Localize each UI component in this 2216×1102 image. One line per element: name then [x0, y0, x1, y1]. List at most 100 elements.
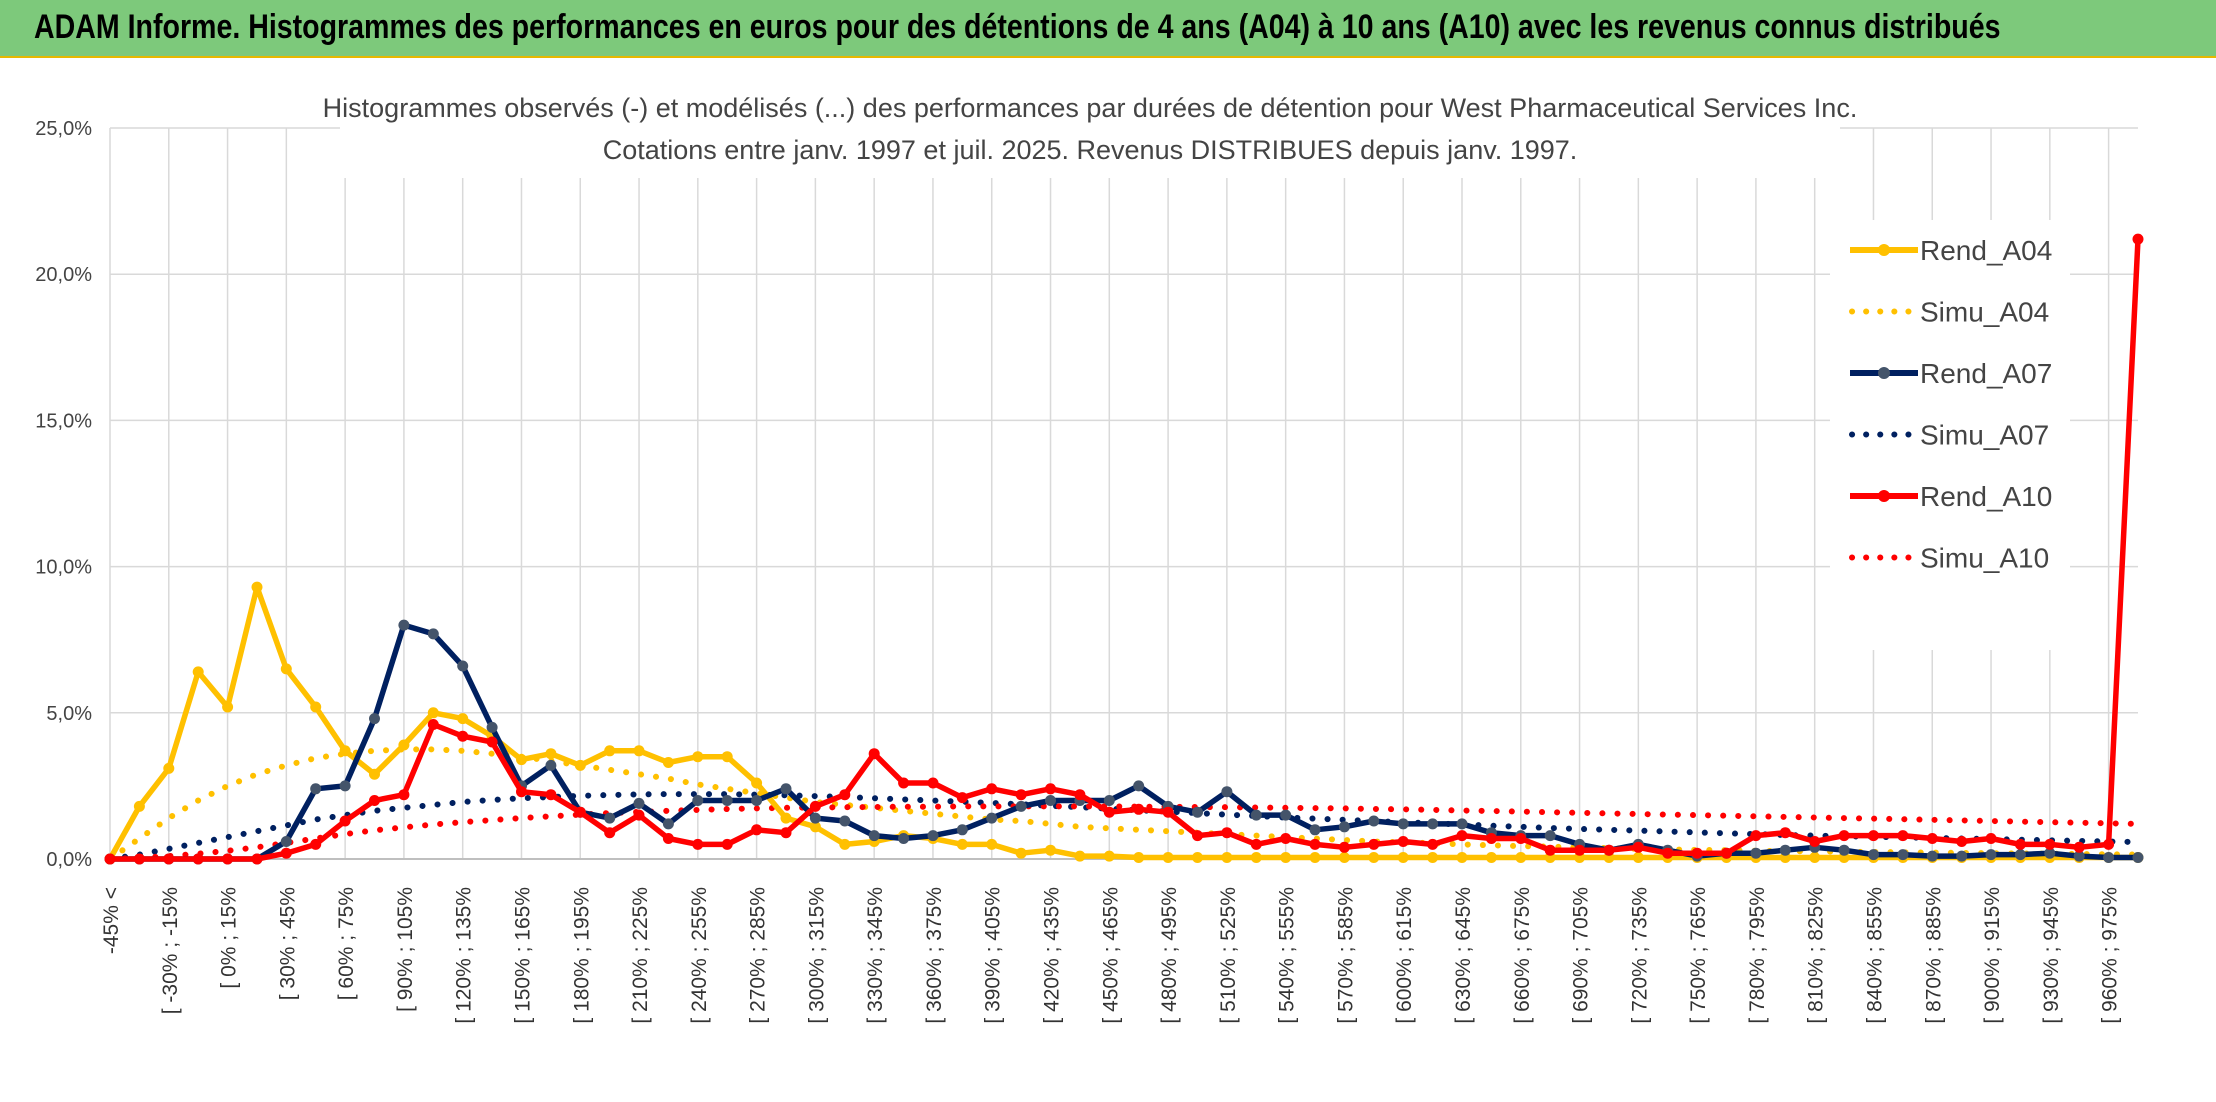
data-point-rend-a04 [1045, 844, 1056, 856]
data-point-rend-a10 [1485, 833, 1497, 844]
data-point-rend-a04 [1809, 852, 1821, 863]
data-point-rend-a04 [1632, 852, 1644, 863]
chart-subtitle: Cotations entre janv. 1997 et juil. 2025… [603, 135, 1578, 165]
data-point-rend-a04 [1515, 852, 1527, 863]
data-point-rend-a04 [1368, 852, 1380, 863]
data-point-rend-a04 [986, 838, 998, 850]
chart-legend: Rend_A04 Simu_A04 Rend_A07 Simu_A07 Rend_A10… [1830, 220, 2070, 650]
x-tick-label: [ 660% ; 675% [1511, 887, 1534, 1024]
data-point-rend-a07 [545, 759, 557, 771]
data-point-rend-a10 [1309, 838, 1321, 850]
legend-background [1830, 220, 2070, 650]
data-point-rend-a04 [192, 666, 204, 678]
data-point-rend-a04 [1485, 852, 1497, 863]
x-tick-label: [ 360% ; 375% [923, 887, 946, 1024]
data-point-rend-a10 [1691, 847, 1703, 859]
data-point-rend-a07 [1397, 818, 1409, 830]
data-point-rend-a07 [486, 721, 498, 733]
x-tick-label: [ 750% ; 765% [1687, 887, 1710, 1024]
legend-label: Rend_A04 [1920, 235, 2052, 266]
x-tick-label: [ 510% ; 525% [1217, 887, 1240, 1024]
data-point-rend-a07 [369, 713, 380, 725]
legend-marker [1878, 367, 1890, 379]
x-tick-label: [ 480% ; 495% [1158, 887, 1181, 1024]
data-point-rend-a07 [1956, 850, 1968, 862]
series-line-simu-a10 [107, 803, 2141, 862]
series-line-rend-a10 [110, 238, 2141, 862]
data-point-rend-a07 [868, 830, 880, 842]
chart-title-background [340, 88, 1840, 178]
y-tick-label: 5,0% [46, 703, 92, 725]
data-point-rend-a10 [1133, 803, 1145, 815]
data-point-rend-a10 [2103, 838, 2115, 850]
data-point-rend-a04 [339, 745, 351, 757]
legend-item-simu-a04: Simu_A04 [1849, 297, 2049, 328]
data-point-rend-a10 [721, 838, 733, 850]
data-point-rend-a07 [956, 824, 968, 836]
data-point-rend-a10 [1397, 836, 1409, 847]
data-point-rend-a10 [486, 736, 498, 748]
data-point-rend-a07 [721, 795, 733, 806]
series-line-rend-a04 [107, 584, 2138, 861]
x-tick-label: [ 630% ; 645% [1452, 887, 1475, 1024]
data-point-rend-a07 [809, 812, 821, 824]
data-point-rend-a10 [163, 853, 175, 865]
data-point-rend-a04 [839, 838, 851, 850]
data-point-rend-a10 [574, 806, 586, 818]
data-point-rend-a10 [751, 824, 763, 836]
data-point-rend-a10 [1574, 844, 1586, 856]
data-point-rend-a04 [1162, 852, 1174, 863]
data-point-rend-a10 [1221, 827, 1233, 839]
data-point-rend-a10 [516, 786, 527, 798]
data-point-rend-a10 [2044, 838, 2056, 850]
legend-marker [1878, 490, 1890, 502]
data-point-rend-a07 [1456, 818, 1468, 830]
data-point-rend-a10 [1868, 830, 1879, 842]
series-simu-a10 [107, 803, 2141, 862]
data-point-rend-a07 [1427, 818, 1439, 830]
data-point-rend-a07 [2103, 852, 2115, 863]
x-tick-label: [ 150% ; 165% [511, 887, 534, 1024]
data-point-rend-a10 [1515, 833, 1527, 844]
data-point-rend-a07 [1221, 786, 1233, 798]
data-point-rend-a10 [1897, 830, 1909, 842]
data-point-rend-a07 [662, 818, 674, 830]
legend-label: Rend_A10 [1920, 481, 2052, 512]
data-point-rend-a04 [310, 701, 322, 713]
legend-label: Simu_A07 [1920, 420, 2049, 451]
data-point-rend-a10 [868, 748, 880, 760]
chart-titles: Histogrammes observés (-) et modélisés (… [323, 88, 1857, 178]
data-point-rend-a04 [1250, 852, 1262, 863]
data-point-rend-a10 [1192, 830, 1203, 842]
data-point-rend-a04 [457, 713, 469, 725]
data-point-rend-a07 [280, 836, 292, 847]
series-line-rend-a07 [110, 622, 2138, 862]
data-point-rend-a07 [310, 783, 322, 795]
data-point-rend-a07 [604, 812, 616, 824]
data-point-rend-a10 [604, 827, 616, 839]
data-point-rend-a10 [104, 853, 116, 865]
data-point-rend-a07 [780, 783, 792, 795]
data-point-rend-a07 [1897, 849, 1909, 861]
data-point-rend-a04 [1397, 852, 1409, 863]
x-tick-label: [ -30% ; -15% [159, 887, 182, 1014]
x-tick-label: [ 780% ; 795% [1746, 887, 1769, 1024]
x-tick-label: [ 180% ; 195% [570, 887, 593, 1024]
data-point-rend-a04 [692, 751, 704, 763]
data-point-rend-a07 [692, 795, 704, 806]
data-point-rend-a10 [1162, 806, 1174, 818]
y-tick-label: 25,0% [35, 118, 92, 140]
data-point-rend-a10 [1045, 783, 1056, 795]
data-point-rend-a10 [839, 789, 851, 801]
data-point-rend-a10 [1662, 847, 1674, 859]
data-point-rend-a07 [986, 812, 998, 824]
data-point-rend-a10 [898, 777, 910, 789]
x-tick-label: [ 0% ; 15% [218, 887, 241, 989]
data-point-rend-a10 [369, 795, 380, 806]
data-point-rend-a10 [339, 815, 351, 827]
legend-label: Simu_A10 [1920, 543, 2049, 574]
data-point-rend-a04 [1280, 852, 1292, 863]
page-title-text: ADAM Informe. Histogrammes des performan… [34, 8, 2001, 46]
x-tick-label: [ 900% ; 915% [1981, 887, 2004, 1024]
x-tick-label: -45% < [100, 887, 123, 954]
